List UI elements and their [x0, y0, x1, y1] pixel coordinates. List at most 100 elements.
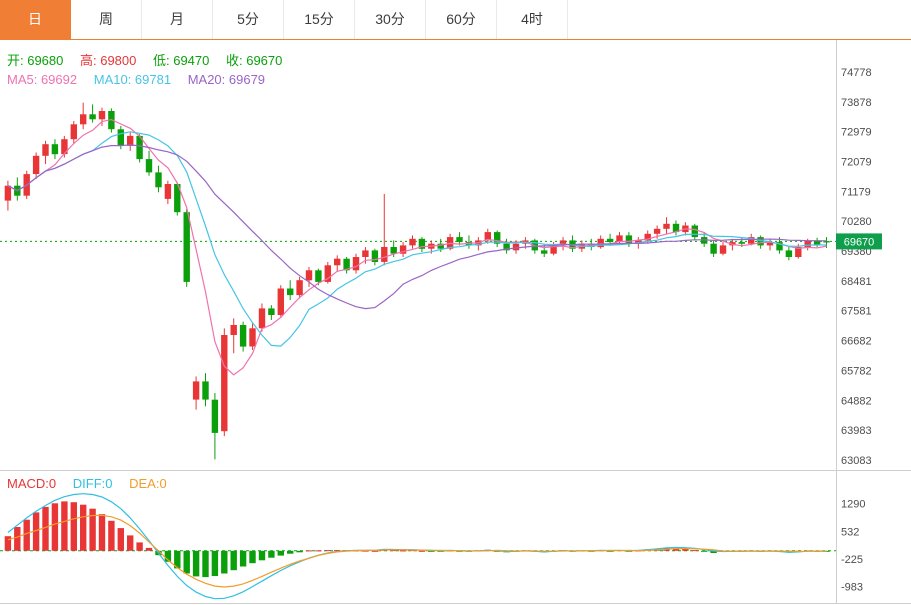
macd-bar	[672, 548, 680, 551]
candle-body	[32, 155, 40, 174]
y-axis-tick: 74778	[841, 67, 872, 79]
candle-body	[61, 139, 68, 155]
macd-bar	[418, 550, 426, 552]
candle-body	[437, 243, 444, 249]
candle-body	[729, 242, 736, 246]
candle-body	[813, 240, 821, 245]
y-axis-tick: 67581	[841, 306, 872, 318]
ma10-line	[7, 131, 827, 347]
candle-body	[494, 232, 501, 244]
macd-bar	[305, 550, 313, 552]
candle-body	[804, 240, 811, 247]
candle-body	[89, 114, 96, 120]
candle-body	[484, 232, 491, 241]
candle-body	[559, 240, 567, 246]
candle-body	[597, 238, 604, 248]
macd-bar	[691, 550, 698, 552]
macd-bar	[296, 550, 303, 553]
y-axis-tick: 72079	[841, 157, 872, 169]
candle-body	[230, 325, 237, 335]
candle-body	[268, 308, 275, 315]
candle-body	[757, 237, 764, 246]
ohlc-low-value: 低: 69470	[153, 53, 210, 68]
candle-body	[766, 242, 774, 246]
timeframe-tab-5[interactable]: 30分	[355, 0, 426, 39]
macd-bar	[249, 550, 256, 564]
candle-body	[625, 235, 633, 244]
candle-body	[606, 238, 614, 243]
timeframe-tab-1[interactable]: 周	[71, 0, 142, 39]
candle-body	[334, 258, 341, 266]
timeframe-tab-7[interactable]: 4时	[497, 0, 568, 39]
candle-body	[155, 172, 162, 188]
macd-bar	[183, 550, 190, 574]
candle-body	[145, 159, 153, 173]
candle-body	[174, 184, 181, 213]
candle-body	[663, 223, 670, 229]
candle-body	[748, 237, 755, 244]
macd-bar	[371, 550, 379, 552]
candle-body	[211, 399, 219, 433]
macd-bar	[221, 550, 228, 574]
macd-bar	[399, 550, 407, 552]
candle-body	[183, 212, 190, 282]
candle-body	[776, 242, 783, 251]
ma5-line	[7, 118, 827, 376]
ma20-value: MA20: 69679	[187, 72, 266, 87]
macd-bar	[127, 535, 134, 551]
macd-bar	[32, 512, 40, 551]
macd-bar	[136, 542, 143, 551]
y-axis-tick: 64882	[841, 395, 872, 407]
candle-body	[719, 245, 727, 254]
chart-borders	[0, 40, 911, 604]
timeframe-tab-2[interactable]: 月	[142, 0, 213, 39]
candle-body	[352, 257, 360, 271]
candle-body	[381, 247, 388, 262]
y-axis-tick: 63083	[841, 455, 872, 467]
macd-bar	[362, 550, 369, 552]
candle-body	[418, 238, 426, 249]
y-axis-tick: 72979	[841, 127, 872, 139]
y-axis-tick: 70280	[841, 216, 872, 228]
candle-body	[512, 243, 520, 251]
macd-bars	[4, 501, 830, 578]
macd-axis-tick: -225	[841, 554, 863, 566]
timeframe-tab-0[interactable]: 日	[0, 0, 71, 39]
ohlc-high-value: 高: 69800	[80, 53, 137, 68]
candle-body	[80, 114, 87, 125]
y-axis-tick: 68481	[841, 276, 872, 288]
timeframe-tab-4[interactable]: 15分	[284, 0, 355, 39]
y-axis-tick: 65782	[841, 365, 872, 377]
macd-bar	[202, 550, 209, 578]
candle-body	[456, 237, 463, 243]
macd-bar	[117, 528, 124, 551]
candle-body	[644, 233, 651, 241]
macd-bar	[51, 503, 59, 551]
ma-legend: MA5: 69692 MA10: 69781 MA20: 69679	[7, 72, 278, 87]
candle-body	[324, 265, 331, 282]
macd-bar	[268, 550, 275, 558]
candle-body	[550, 245, 557, 254]
macd-legend: MACD:0 DIFF:0 DEA:0	[7, 476, 180, 491]
ohlc-open-value: 开: 69680	[7, 53, 64, 68]
timeframe-tab-3[interactable]: 5分	[213, 0, 284, 39]
macd-bar	[80, 504, 87, 551]
candle-body	[371, 250, 379, 262]
macd-axis-ticks: 1290 532 -225 -983	[841, 499, 865, 594]
candle-body	[70, 124, 77, 140]
y-axis-tick: 71179	[841, 186, 871, 198]
timeframe-tab-6[interactable]: 60分	[426, 0, 497, 39]
candle-body	[127, 135, 134, 146]
y-axis-tick: 73878	[841, 97, 872, 109]
macd-bar	[174, 550, 181, 569]
macd-bar	[239, 550, 247, 567]
candle-body	[202, 381, 209, 400]
current-price-value: 69670	[844, 236, 875, 248]
macd-bar	[324, 550, 331, 552]
macd-bar	[23, 519, 30, 551]
candle-body	[672, 223, 680, 233]
macd-bar	[61, 501, 68, 551]
timeframe-toolbar: 日周月 5分 15分 30分 60分 4时	[0, 0, 911, 40]
macd-axis-tick: 1290	[841, 499, 865, 511]
